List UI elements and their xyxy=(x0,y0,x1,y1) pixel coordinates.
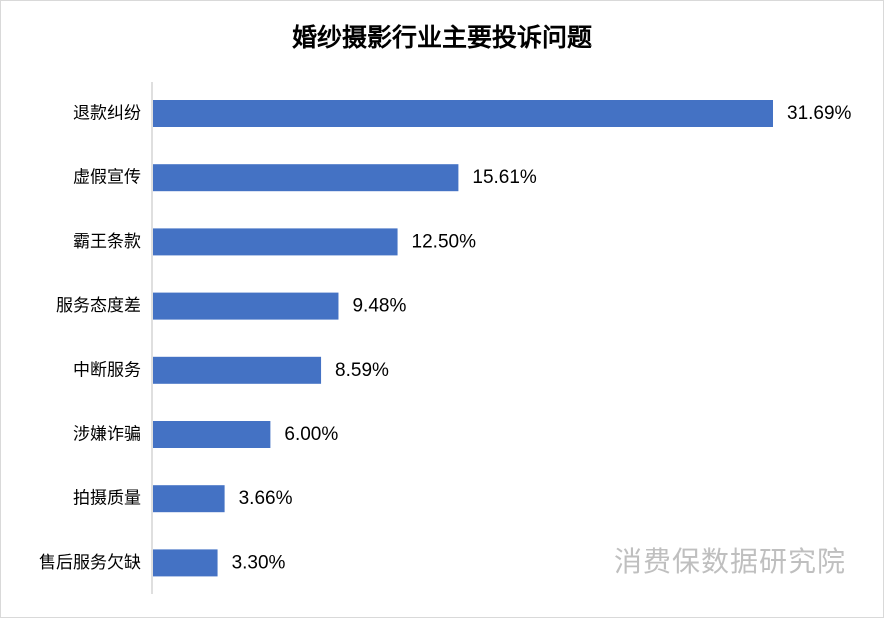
category-label: 退款纠纷 xyxy=(73,104,141,124)
bar xyxy=(153,292,339,320)
bar xyxy=(153,485,225,513)
data-label: 31.69% xyxy=(787,103,852,124)
category-label: 售后服务欠缺 xyxy=(39,553,141,573)
category-label: 中断服务 xyxy=(73,360,141,380)
data-label: 9.48% xyxy=(352,296,406,317)
bar xyxy=(153,421,271,448)
bar xyxy=(153,356,322,384)
bar xyxy=(153,164,459,192)
data-label: 6.00% xyxy=(284,424,338,445)
chart-title: 婚纱摄影行业主要投诉问题 xyxy=(291,23,592,52)
data-label: 3.30% xyxy=(232,552,286,573)
data-label: 3.66% xyxy=(239,488,293,509)
bar xyxy=(153,100,773,127)
data-label: 15.61% xyxy=(472,167,537,188)
category-label: 拍摄质量 xyxy=(73,489,141,509)
category-label: 虚假宣传 xyxy=(73,168,141,188)
category-label: 霸王条款 xyxy=(73,232,141,252)
bar xyxy=(153,228,398,256)
category-label: 涉嫌诈骗 xyxy=(73,425,141,445)
bar xyxy=(153,549,218,577)
data-label: 8.59% xyxy=(335,360,389,381)
watermark-text: 消费保数据研究院 xyxy=(613,545,846,578)
data-label: 12.50% xyxy=(412,231,477,252)
category-label: 服务态度差 xyxy=(56,296,141,316)
